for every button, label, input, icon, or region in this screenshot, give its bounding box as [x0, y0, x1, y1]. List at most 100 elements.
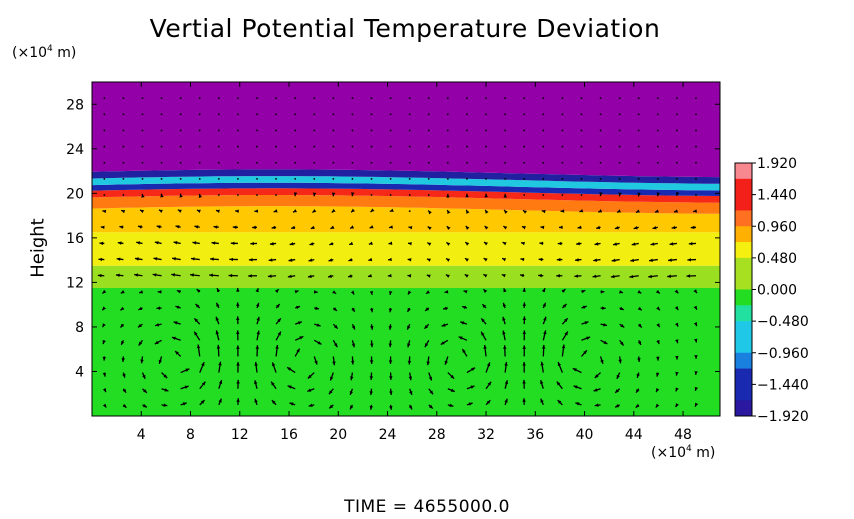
vector-arrowhead	[309, 242, 314, 246]
vector-arrowhead	[618, 192, 622, 197]
vector-arrowhead	[483, 258, 488, 262]
vector-arrowhead	[600, 290, 605, 294]
vector-dot	[561, 97, 564, 100]
vector-arrowhead	[120, 290, 125, 294]
vector-arrowhead	[619, 306, 624, 310]
vector-dot	[351, 161, 354, 164]
vector-arrowhead	[563, 318, 568, 323]
vector-dot	[695, 97, 697, 100]
vector-arrowhead	[483, 274, 488, 278]
vector-arrowhead	[158, 209, 163, 213]
vector-arrowhead	[196, 209, 201, 213]
vector-arrowhead	[656, 388, 660, 393]
vector-dot	[160, 161, 163, 164]
vector-dot	[103, 177, 106, 180]
vector-dot	[389, 177, 392, 180]
vector-arrowhead	[194, 225, 199, 229]
vector-arrowhead	[97, 273, 102, 278]
vector-arrowhead	[351, 343, 356, 348]
vector-arrowhead	[428, 376, 433, 381]
vector-arrowhead	[521, 241, 525, 246]
vector-dot	[618, 97, 621, 100]
vector-arrowhead	[119, 225, 124, 229]
vector-dot	[637, 177, 640, 180]
vector-arrowhead	[389, 225, 393, 229]
vector-dot	[122, 145, 125, 148]
vector-arrowhead	[232, 225, 237, 229]
vector-arrowhead	[538, 273, 542, 278]
vector-arrowhead	[407, 290, 412, 295]
vector-arrowhead	[350, 376, 354, 381]
vector-arrowhead	[314, 360, 318, 365]
vector-dot	[351, 113, 354, 116]
vector-arrowhead	[329, 241, 334, 246]
vector-arrowhead	[583, 350, 587, 355]
vector-arrowhead	[619, 341, 624, 346]
vector-dot	[446, 129, 449, 132]
vector-dot	[466, 161, 468, 164]
vector-arrowhead	[274, 289, 279, 294]
vector-dot	[561, 161, 564, 164]
vector-arrowhead	[256, 316, 260, 321]
vector-arrowhead	[194, 318, 199, 323]
vector-arrowhead	[273, 209, 278, 213]
vector-arrowhead	[136, 241, 141, 245]
vector-dot	[427, 113, 430, 116]
vector-dot	[313, 177, 316, 180]
vector-dot	[485, 129, 487, 132]
vector-arrowhead	[572, 368, 577, 372]
vector-arrowhead	[562, 303, 567, 308]
vector-dot	[637, 129, 640, 132]
vector-dot	[656, 113, 659, 116]
vector-arrowhead	[594, 403, 599, 407]
vector-dot	[332, 177, 335, 180]
vector-arrowhead	[198, 193, 203, 198]
vector-dot	[294, 113, 297, 116]
vector-dot	[580, 194, 583, 196]
vector-arrowhead	[637, 306, 642, 311]
vector-arrowhead	[387, 273, 392, 278]
time-label: TIME = 4655000.0	[344, 497, 510, 517]
vector-arrowhead	[693, 289, 697, 294]
vector-arrowhead	[561, 344, 566, 349]
colorbar-cell	[735, 336, 752, 354]
vector-arrowhead	[349, 390, 354, 395]
vector-arrowhead	[574, 274, 579, 278]
vector-arrowhead	[369, 225, 374, 229]
vector-arrowhead	[175, 351, 179, 355]
vector-arrowhead	[294, 290, 299, 294]
vector-arrowhead	[636, 388, 640, 393]
vector-arrowhead	[388, 291, 393, 295]
vector-arrowhead	[216, 302, 220, 307]
vector-dot	[637, 145, 640, 148]
vector-arrowhead	[541, 344, 546, 349]
vector-arrowhead	[215, 209, 220, 213]
vector-dot	[179, 177, 182, 180]
vector-dot	[542, 129, 545, 132]
vector-dot	[561, 177, 564, 180]
vector-arrowhead	[351, 325, 355, 330]
vector-arrowhead	[98, 257, 103, 262]
vector-arrowhead	[138, 341, 143, 346]
vector-arrowhead	[192, 241, 197, 245]
vector-dot	[466, 97, 468, 100]
vector-arrowhead	[694, 338, 698, 343]
vector-dot	[103, 97, 106, 100]
vector-dot	[198, 129, 201, 132]
x-tick-label: 8	[186, 427, 195, 443]
vector-arrowhead	[102, 323, 106, 328]
vector-arrowhead	[268, 258, 273, 262]
vector-arrowhead	[408, 225, 413, 230]
vector-arrowhead	[540, 361, 544, 366]
vector-dot	[695, 129, 697, 132]
vector-dot	[523, 194, 526, 196]
vector-arrowhead	[121, 209, 126, 214]
colorbar-cell	[735, 273, 752, 290]
vector-arrowhead	[671, 225, 676, 230]
vector-dot	[599, 145, 602, 148]
vector-arrowhead	[350, 290, 355, 295]
vector-arrowhead	[328, 274, 332, 278]
vector-dot	[122, 97, 125, 100]
vector-arrowhead	[152, 273, 157, 277]
vector-arrowhead	[307, 274, 312, 279]
